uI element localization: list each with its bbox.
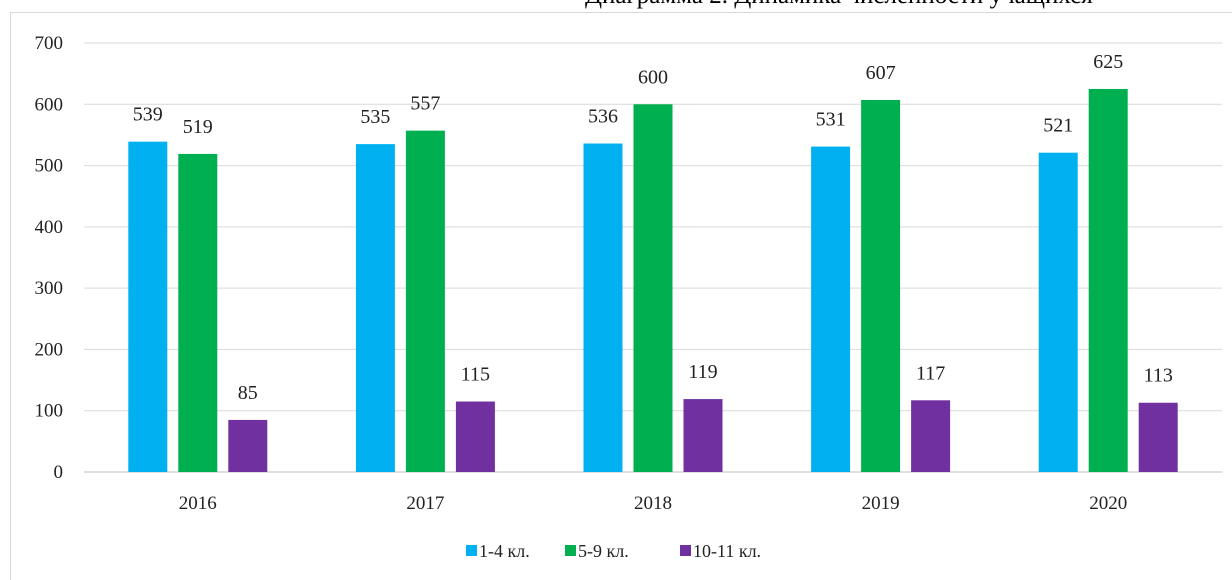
y-tick-label: 300: [35, 278, 64, 299]
data-labels: 539 519 85 535 557 115 536 600 119 531 607 117 521 62…: [133, 51, 1173, 404]
y-tick-label: 100: [35, 401, 64, 422]
bar: [861, 99, 901, 472]
bar: [1038, 152, 1078, 473]
data-label: 521: [1043, 115, 1073, 137]
x-tick-label: 2016: [179, 493, 217, 514]
y-tick-label: 700: [35, 33, 64, 54]
bar: [355, 144, 395, 472]
legend-label: 5-9 кл.: [578, 541, 629, 561]
data-label: 625: [1093, 51, 1123, 73]
chart-title: Диаграмма 2. Динамика численности учащих…: [585, 0, 1093, 10]
x-tick-label: 2017: [406, 493, 444, 514]
data-label: 557: [410, 93, 440, 115]
bar: [911, 400, 951, 472]
bar: [178, 153, 218, 473]
bar: [1138, 402, 1178, 472]
data-label: 519: [183, 116, 213, 138]
data-label: 119: [688, 361, 717, 383]
data-label: 539: [133, 104, 163, 126]
data-label: 115: [461, 364, 490, 386]
bar: [128, 141, 168, 473]
data-label: 531: [816, 109, 846, 131]
y-tick-label: 500: [35, 156, 64, 177]
data-label: 535: [360, 106, 390, 128]
legend-label: 10-11 кл.: [693, 541, 761, 561]
x-tick-label: 2020: [1089, 493, 1127, 514]
data-label: 607: [866, 62, 896, 84]
bar: [405, 130, 445, 473]
y-tick-label: 400: [35, 217, 64, 238]
bar: [811, 146, 851, 472]
data-label: 85: [238, 382, 258, 404]
legend-label: 1-4 кл.: [479, 541, 530, 561]
y-axis: 0 100 200 300 400 500 600 700: [35, 33, 64, 483]
legend: 1-4 кл. 5-9 кл. 10-11 кл.: [466, 541, 761, 561]
y-tick-label: 200: [35, 339, 64, 360]
data-label: 113: [1144, 365, 1173, 387]
bar: [583, 143, 623, 472]
data-label: 600: [638, 66, 668, 88]
bar: [633, 104, 673, 473]
legend-swatch: [680, 545, 691, 556]
x-tick-label: 2019: [862, 493, 900, 514]
x-axis: 2016 2017 2018 2019 2020: [179, 493, 1127, 514]
bar: [455, 401, 495, 472]
legend-swatch: [466, 545, 477, 556]
bar: [1088, 88, 1128, 472]
bar: [228, 419, 268, 472]
data-label: 536: [588, 106, 618, 128]
y-tick-label: 600: [35, 94, 64, 115]
data-label: 117: [916, 362, 945, 384]
y-tick-label: 0: [54, 462, 64, 483]
bar: [683, 399, 723, 472]
bars: [128, 88, 1178, 473]
x-tick-label: 2018: [634, 493, 672, 514]
chart-frame: [10, 12, 1232, 580]
legend-swatch: [565, 545, 576, 556]
